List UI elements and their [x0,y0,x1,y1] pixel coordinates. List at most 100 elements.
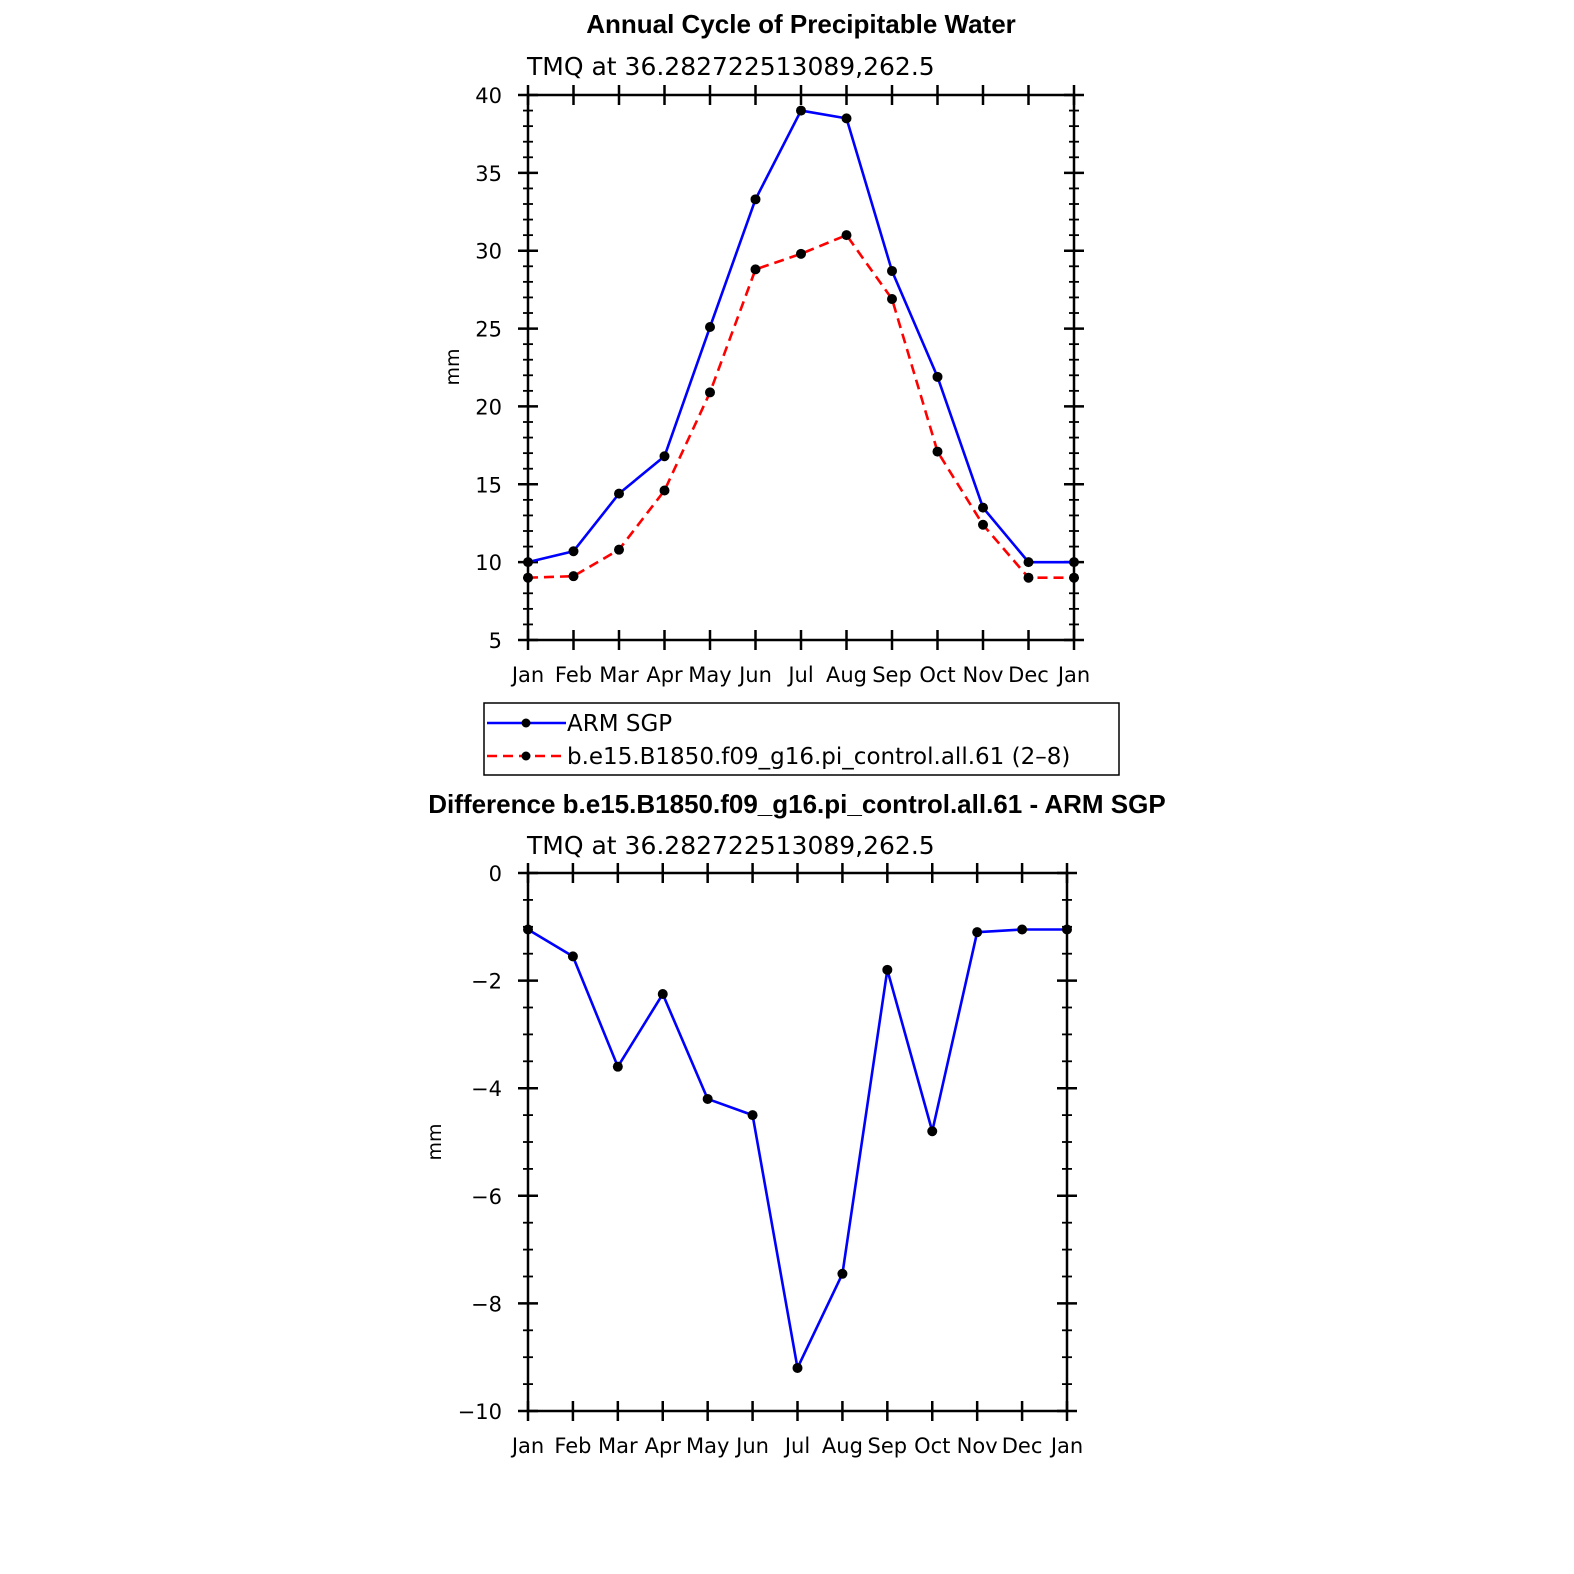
series-group [523,105,1079,583]
x-tick-labels: Jan Feb Mar Apr May Jun Jul Aug Sep Oct Nov Dec Jan [510,663,1090,687]
y-tick-label: 5 [489,629,502,653]
y-axis-label: mm [442,348,464,385]
series-0-point [568,546,579,557]
y-tick-labels: 5 10 15 20 25 30 35 40 [475,84,502,653]
series-0-point [972,927,983,938]
x-tick-label: Jan [1049,1434,1083,1458]
legend-marker-model [521,751,531,761]
series-0-point [614,488,624,499]
series-0-point [657,989,668,1000]
series-0-point [702,1093,713,1104]
series-1-point [614,544,624,555]
x-tick-label: Mar [598,1434,638,1458]
chart-title: Annual Cycle of Precipitable Water [586,9,1016,39]
x-tick-label: Jan [510,663,544,687]
legend-box [483,702,1120,776]
y-tick-label: 35 [475,162,502,186]
x-tick-labels: Jan Feb Mar Apr May Jun Jul Aug Sep Oct Nov Dec Jan [510,1434,1083,1458]
chart-title: Difference b.e15.B1850.f09_g16.pi_contro… [428,789,1165,819]
x-tick-label: Nov [957,1434,998,1458]
series-0-point [792,1362,803,1373]
x-tick-label: Aug [826,663,867,687]
series-0-point [932,371,943,382]
x-tick-label: Oct [919,663,955,687]
y-tick-label: 40 [475,84,502,108]
legend-label-arm-sgp: ARM SGP [567,711,672,737]
series-0-point [659,451,670,462]
x-tick-label: Dec [1008,663,1049,687]
series-0-point [837,1268,848,1279]
series-0-point [927,1126,938,1137]
x-tick-label: Jun [737,663,772,687]
series-0-point [978,502,988,513]
series-1-point [841,230,852,241]
series-1-point [932,446,943,457]
series-1-point [750,264,761,275]
y-tick-label: 15 [475,473,502,497]
legend: ARM SGP b.e15.B1850.f09_g16.pi_control.a… [483,702,1120,776]
difference-chart: Difference b.e15.B1850.f09_g16.pi_contro… [424,789,1166,1458]
series-0-point [1023,557,1034,568]
y-tick-label: −6 [471,1185,502,1209]
series-0-point [1017,924,1028,935]
x-tick-label: Jan [1056,663,1090,687]
chart-subtitle: TMQ at 36.282722513089,262.5 [526,52,935,81]
y-tick-label: −10 [458,1400,502,1424]
x-tick-label: Apr [645,1434,682,1458]
y-tick-label: 30 [475,240,502,264]
series-0-point [796,105,806,116]
series-1-point [796,248,806,259]
y-tick-labels: −10 −8 −6 −4 −2 0 [458,862,502,1424]
series-group [523,924,1072,1373]
series-0-point [841,113,852,124]
y-tick-label: 20 [475,395,502,419]
series-0-point [567,951,578,962]
series-1-point [568,571,579,582]
x-tick-label: May [688,663,731,687]
x-tick-label: Feb [555,663,592,687]
series-0-point [887,265,897,276]
plot-frame [526,871,1069,1413]
x-tick-label: Jan [510,1434,544,1458]
x-tick-label: Jul [786,663,813,687]
series-1-point [659,485,670,496]
x-tick-label: Aug [822,1434,863,1458]
x-tick-label: Sep [868,1434,908,1458]
chart-subtitle: TMQ at 36.282722513089,262.5 [526,831,935,860]
annual-cycle-chart: Annual Cycle of Precipitable Water TMQ a… [442,9,1090,687]
x-tick-label: Dec [1002,1434,1043,1458]
y-tick-label: 25 [475,318,502,342]
y-tick-label: 0 [489,862,502,886]
x-tick-label: Jun [734,1434,769,1458]
series-0-point [612,1061,623,1072]
series-0-point [882,964,893,975]
series-0-point [705,322,715,333]
x-tick-label: Nov [963,663,1004,687]
x-tick-label: Feb [554,1434,591,1458]
y-tick-label: −4 [471,1077,502,1101]
series-line-1 [527,233,1074,580]
series-line-0 [527,928,1067,1370]
y-tick-label: −8 [471,1292,502,1316]
tick-marks [518,863,1077,1421]
plot-frame [526,93,1076,642]
series-1-point [1023,572,1034,583]
x-tick-label: Apr [646,663,683,687]
x-tick-label: Jul [783,1434,810,1458]
series-line-0 [527,109,1074,564]
series-1-point [887,293,897,304]
tick-marks [518,85,1084,650]
x-tick-label: Sep [872,663,912,687]
legend-label-model: b.e15.B1850.f09_g16.pi_control.all.61 (2… [567,744,1070,770]
legend-marker-arm-sgp [521,718,531,728]
legend-entry-model: b.e15.B1850.f09_g16.pi_control.all.61 (2… [487,744,1070,770]
x-tick-label: Mar [599,663,639,687]
x-tick-label: May [686,1434,729,1458]
series-0-point [747,1110,758,1121]
x-tick-label: Oct [914,1434,950,1458]
series-1-point [705,387,715,398]
y-tick-label: 10 [475,551,502,575]
y-axis-label: mm [424,1123,446,1160]
legend-entry-arm-sgp: ARM SGP [487,711,672,737]
